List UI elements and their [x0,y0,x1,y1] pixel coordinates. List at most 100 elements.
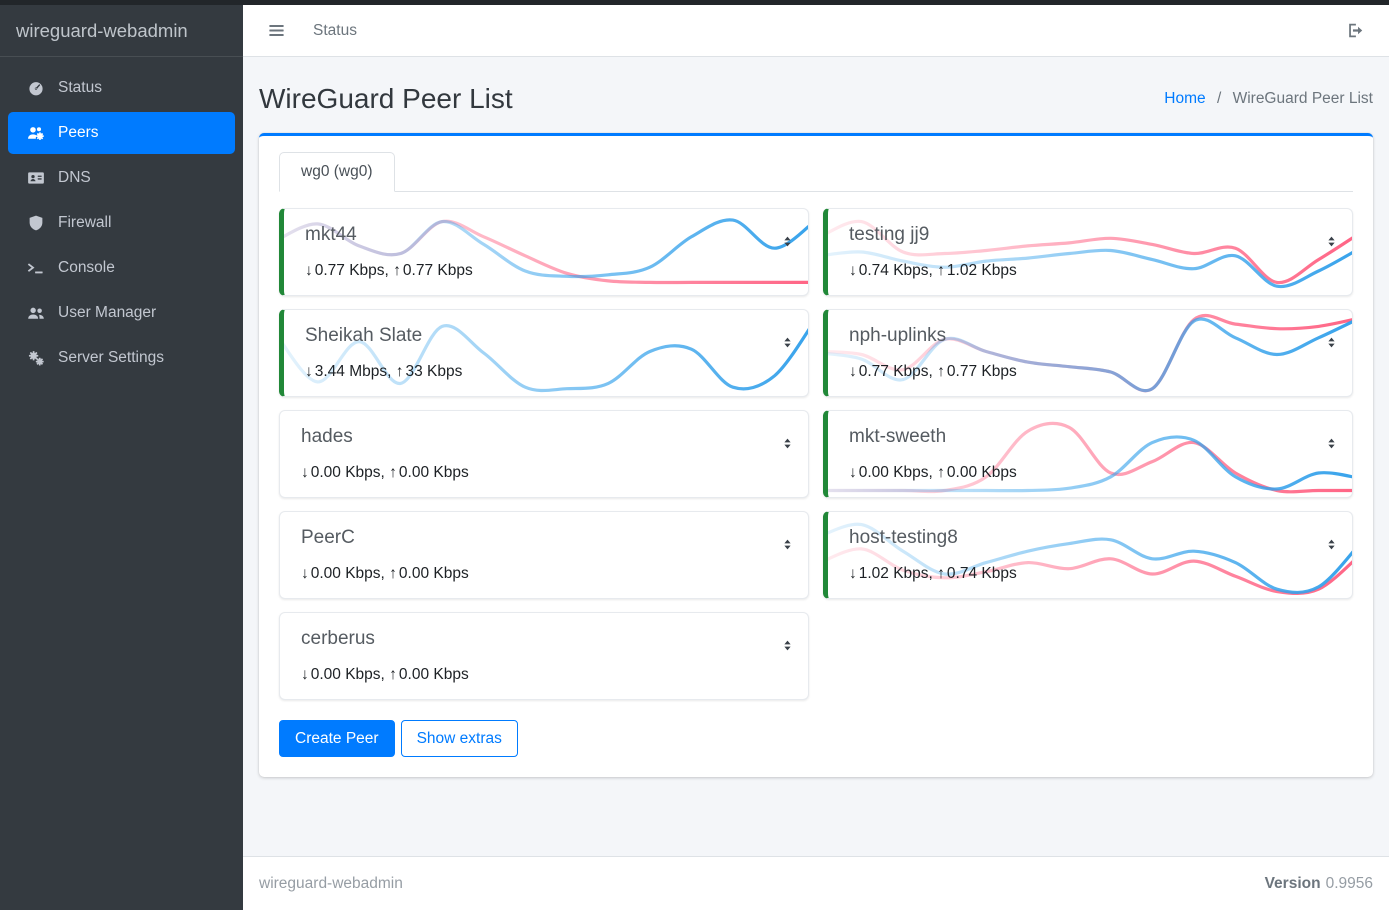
peer-card[interactable]: testing jj9 ↓ 0.74 Kbps, ↑ 1.02 Kbps [823,208,1353,296]
peer-card[interactable]: hades ↓ 0.00 Kbps, ↑ 0.00 Kbps [279,410,809,498]
peer-speeds: ↓ 3.44 Mbps, ↑ 33 Kbps [305,363,462,381]
sidebar-item-label: Peers [58,124,99,141]
peer-card[interactable]: PeerC ↓ 0.00 Kbps, ↑ 0.00 Kbps [279,511,809,599]
footer: wireguard-webadmin Version 0.9956 [243,856,1389,910]
upload-speed: 0.00 Kbps [398,565,469,582]
footer-version-label: Version [1264,874,1321,892]
create-peer-button[interactable]: Create Peer [279,720,395,758]
peer-card[interactable]: nph-uplinks ↓ 0.77 Kbps, ↑ 0.77 Kbps [823,309,1353,397]
arrow-down-icon: ↓ [305,262,313,279]
sidebar-item-dns[interactable]: DNS [8,157,235,199]
traffic-sparkline [280,487,808,493]
breadcrumb-home-link[interactable]: Home [1164,90,1206,107]
sort-icon[interactable] [780,435,795,457]
arrow-up-icon: ↑ [937,262,945,279]
arrow-up-icon: ↑ [937,464,945,481]
peer-speeds: ↓ 0.00 Kbps, ↑ 0.00 Kbps [301,464,469,482]
navbar-status-link[interactable]: Status [313,21,357,39]
sidebar-item-label: Server Settings [58,349,164,366]
arrow-up-icon: ↑ [389,565,397,582]
arrow-up-icon: ↑ [395,363,404,380]
sidebar: wireguard-webadmin Status Peers DNS Firewal… [0,5,243,910]
peer-speeds: ↓ 0.77 Kbps, ↑ 0.77 Kbps [849,363,1017,381]
upload-speed: 0.00 Kbps [946,464,1017,481]
tab-wg0[interactable]: wg0 (wg0) [279,152,395,192]
sidebar-item-user-manager[interactable]: User Manager [8,292,235,334]
sort-icon[interactable] [780,637,795,659]
peer-name: hades [301,426,353,447]
sort-icon[interactable] [1324,536,1339,558]
peer-name: cerberus [301,628,375,649]
sort-icon[interactable] [1324,233,1339,255]
arrow-up-icon: ↑ [937,363,945,380]
gears-icon [27,349,58,367]
download-speed: 1.02 Kbps, [858,565,933,582]
breadcrumb: Home / WireGuard Peer List [1164,90,1373,108]
arrow-down-icon: ↓ [849,565,857,582]
users-gear-icon [27,124,58,142]
upload-speed: 0.74 Kbps [946,565,1017,582]
arrow-down-icon: ↓ [301,464,309,481]
footer-version-value: 0.9956 [1325,874,1373,892]
sidebar-item-label: DNS [58,169,91,186]
sort-icon[interactable] [1324,435,1339,457]
peer-grid: mkt44 ↓ 0.77 Kbps, ↑ 0.77 Kbps Sheikah Slate… [279,208,1353,700]
breadcrumb-current: WireGuard Peer List [1232,90,1373,107]
sidebar-item-status[interactable]: Status [8,67,235,109]
arrow-up-icon: ↑ [937,565,945,582]
peer-card[interactable]: cerberus ↓ 0.00 Kbps, ↑ 0.00 Kbps [279,612,809,700]
download-speed: 0.00 Kbps, [310,464,385,481]
traffic-sparkline [828,313,1352,393]
peer-card[interactable]: Sheikah Slate ↓ 3.44 Mbps, ↑ 33 Kbps [279,309,809,397]
arrow-up-icon: ↑ [389,666,397,683]
arrow-up-icon: ↑ [393,262,401,279]
upload-speed: 33 Kbps [405,363,463,380]
peer-speeds: ↓ 0.77 Kbps, ↑ 0.77 Kbps [305,262,473,280]
peer-name: PeerC [301,527,355,548]
peer-speeds: ↓ 1.02 Kbps, ↑ 0.74 Kbps [849,565,1017,583]
sidebar-item-firewall[interactable]: Firewall [8,202,235,244]
traffic-sparkline [280,588,808,594]
address-card-icon [27,169,58,187]
download-speed: 0.00 Kbps, [310,666,385,683]
traffic-sparkline [828,522,1352,596]
sidebar-item-label: Status [58,79,102,96]
peer-speeds: ↓ 0.00 Kbps, ↑ 0.00 Kbps [301,666,469,684]
show-extras-button[interactable]: Show extras [400,720,518,758]
download-speed: 0.00 Kbps, [858,464,933,481]
sort-icon[interactable] [1324,334,1339,356]
download-speed: 0.00 Kbps, [310,565,385,582]
sort-icon[interactable] [780,334,795,356]
interface-tabs: wg0 (wg0) [279,152,1353,192]
peer-card[interactable]: mkt44 ↓ 0.77 Kbps, ↑ 0.77 Kbps [279,208,809,296]
footer-version: Version 0.9956 [1265,875,1373,893]
peer-name: host-testing8 [849,527,958,548]
sidebar-item-peers[interactable]: Peers [8,112,235,154]
brand-link[interactable]: wireguard-webadmin [0,5,243,57]
peer-speeds: ↓ 0.74 Kbps, ↑ 1.02 Kbps [849,262,1017,280]
menu-toggle-icon[interactable] [267,21,286,40]
shield-icon [27,214,58,232]
logout-icon[interactable] [1346,21,1365,40]
page-title: WireGuard Peer List [259,83,513,114]
peer-name: nph-uplinks [849,325,947,346]
peer-speeds: ↓ 0.00 Kbps, ↑ 0.00 Kbps [301,565,469,583]
sidebar-item-server-settings[interactable]: Server Settings [8,337,235,379]
sort-icon[interactable] [780,233,795,255]
upload-speed: 0.77 Kbps [402,262,473,279]
sidebar-item-label: Console [58,259,115,276]
traffic-sparkline [828,219,1352,289]
download-speed: 3.44 Mbps, [314,363,392,380]
peer-card[interactable]: mkt-sweeth ↓ 0.00 Kbps, ↑ 0.00 Kbps [823,410,1353,498]
peer-card[interactable]: host-testing8 ↓ 1.02 Kbps, ↑ 0.74 Kbps [823,511,1353,599]
gauge-icon [27,79,58,97]
peer-name: mkt44 [305,224,357,245]
users-icon [27,304,58,322]
sidebar-item-console[interactable]: Console [8,247,235,289]
top-navbar: Status [243,5,1389,57]
arrow-down-icon: ↓ [301,666,309,683]
upload-speed: 0.00 Kbps [398,464,469,481]
sort-icon[interactable] [780,536,795,558]
traffic-sparkline [280,689,808,695]
arrow-up-icon: ↑ [389,464,397,481]
